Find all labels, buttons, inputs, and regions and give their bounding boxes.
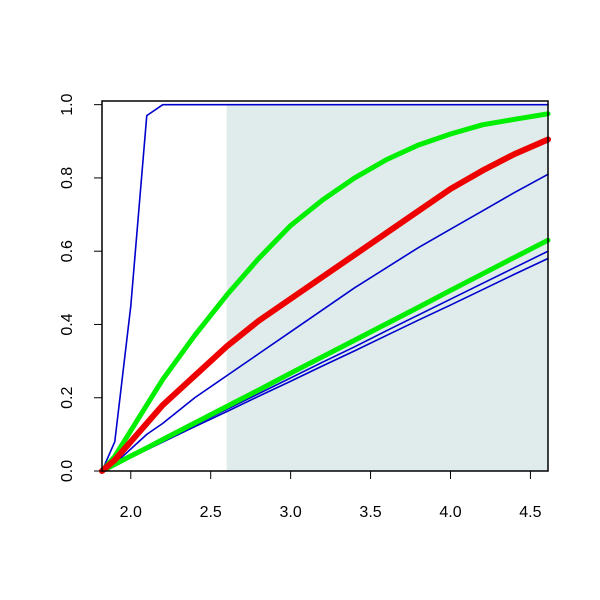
y-tick-label: 0.8 bbox=[59, 167, 76, 189]
x-tick-label: 4.5 bbox=[519, 504, 541, 521]
curve bbox=[99, 111, 551, 474]
y-tick-label: 0.4 bbox=[59, 313, 76, 335]
y-tick-label: 0.2 bbox=[59, 387, 76, 409]
curve bbox=[99, 136, 551, 474]
x-tick-label: 4.0 bbox=[439, 504, 461, 521]
curve bbox=[101, 103, 549, 472]
x-tick-label: 3.0 bbox=[280, 504, 302, 521]
y-tick-label: 0.0 bbox=[59, 460, 76, 482]
x-tick-label: 3.5 bbox=[359, 504, 381, 521]
x-tick-label: 2.0 bbox=[120, 504, 142, 521]
curve bbox=[99, 237, 551, 474]
y-tick-label: 0.6 bbox=[59, 240, 76, 262]
curve bbox=[101, 173, 549, 472]
y-tick-label: 1.0 bbox=[59, 93, 76, 115]
x-tick-label: 2.5 bbox=[200, 504, 222, 521]
plot-frame bbox=[101, 100, 549, 472]
